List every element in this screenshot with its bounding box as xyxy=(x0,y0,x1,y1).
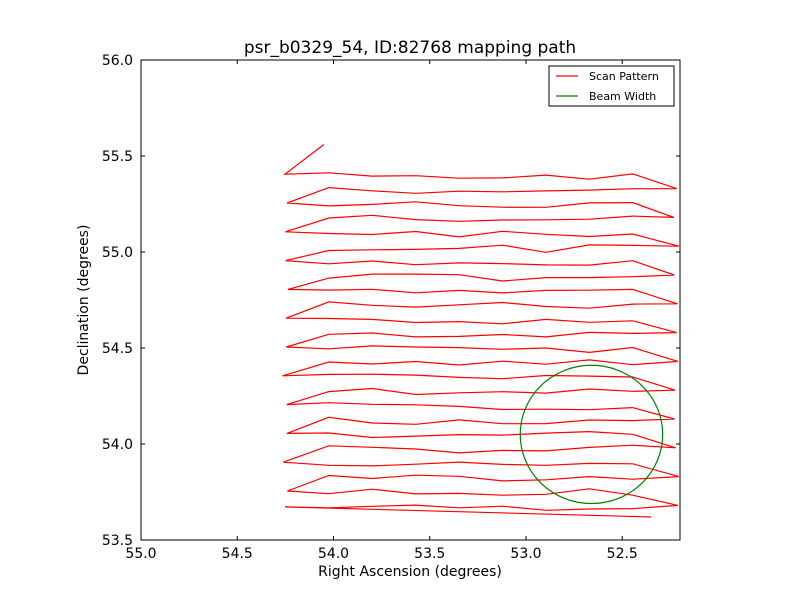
x-tick-label: 54.5 xyxy=(222,546,253,562)
scan-pattern-line xyxy=(282,144,680,518)
legend-label-beam-width: Beam Width xyxy=(589,90,656,103)
x-axis-label: Right Ascension (degrees) xyxy=(318,564,502,580)
y-axis-label: Declination (degrees) xyxy=(76,225,92,376)
legend-label-scan-pattern: Scan Pattern xyxy=(589,70,659,83)
y-tick-label: 55.5 xyxy=(102,149,133,165)
y-tick-label: 55.0 xyxy=(102,245,133,261)
x-axis: 55.0 54.5 54.0 53.5 53.0 52.5 xyxy=(125,60,638,562)
scan-pattern-layer xyxy=(282,144,680,518)
x-tick-label: 55.0 xyxy=(125,546,156,562)
x-tick-label: 52.5 xyxy=(607,546,638,562)
x-tick-label: 54.0 xyxy=(318,546,349,562)
beam-width-layer xyxy=(519,364,664,505)
y-tick-label: 56.0 xyxy=(102,53,133,69)
legend: Scan Pattern Beam Width xyxy=(548,65,675,107)
x-tick-label: 53.5 xyxy=(414,546,445,562)
y-axis: 53.5 54.0 54.5 55.0 55.5 56.0 xyxy=(102,53,680,549)
plot-frame xyxy=(140,59,681,541)
y-tick-label: 54.5 xyxy=(102,341,133,357)
y-tick-label: 54.0 xyxy=(102,437,133,453)
legend-box xyxy=(548,65,675,107)
y-tick-label: 53.5 xyxy=(102,533,133,549)
chart-title: psr_b0329_54, ID:82768 mapping path xyxy=(244,38,576,58)
beam-width-circle xyxy=(519,364,664,505)
plot-area: 55.0 54.5 54.0 53.5 53.0 52.5 53.554.054.555.… xyxy=(102,53,681,562)
x-tick-label: 53.0 xyxy=(510,546,541,562)
